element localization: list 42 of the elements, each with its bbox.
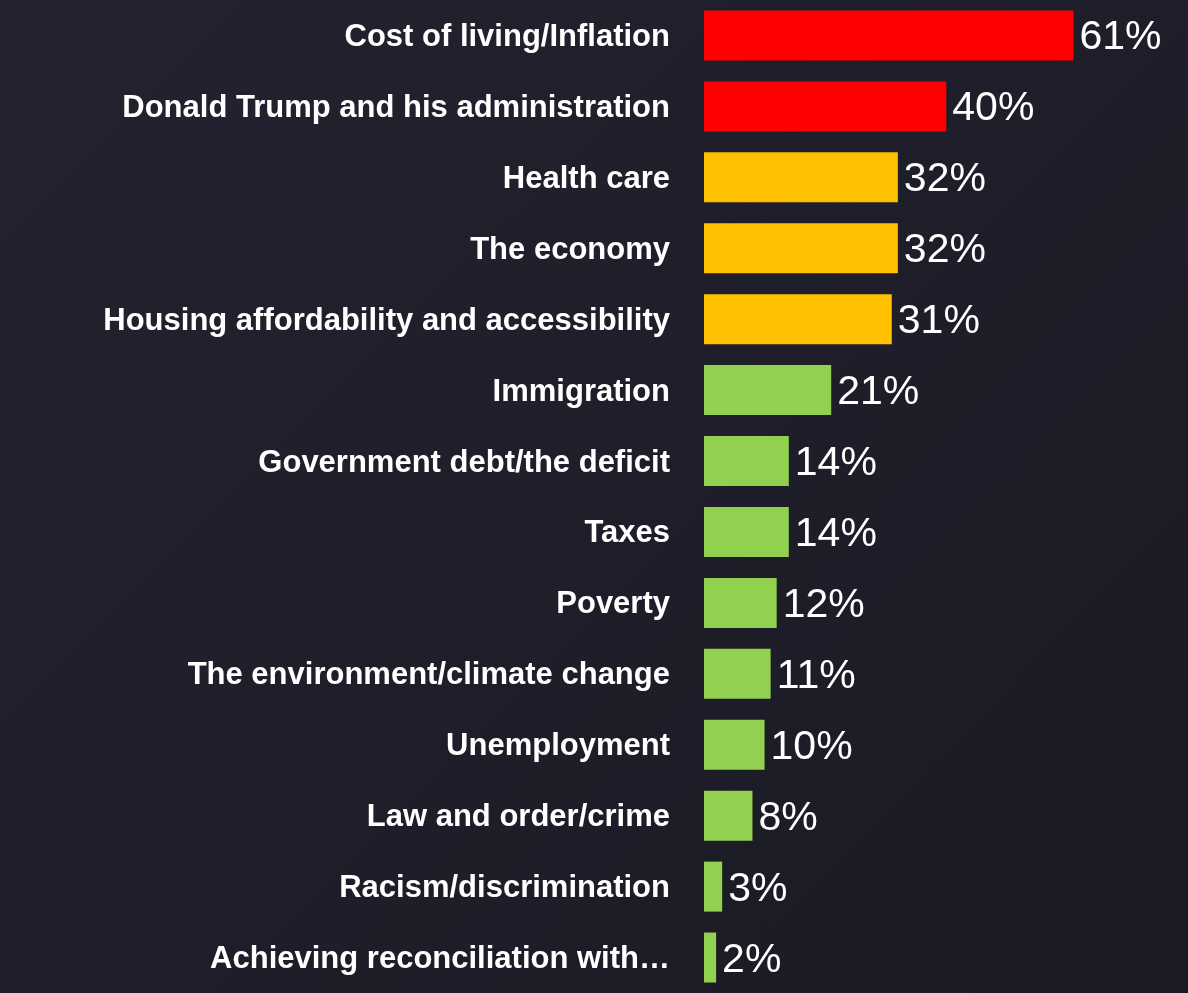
- y-tick-label: Government debt/the deficit: [258, 443, 670, 479]
- bar: [704, 365, 832, 416]
- data-label: 31%: [897, 296, 980, 343]
- y-tick-label: Cost of living/Inflation: [344, 17, 670, 53]
- bar: [704, 294, 892, 345]
- data-label: 40%: [952, 83, 1035, 130]
- bar: [704, 719, 765, 770]
- bar: [704, 577, 777, 628]
- y-tick-label: Health care: [502, 159, 670, 195]
- y-tick-label: Racism/discrimination: [339, 869, 670, 905]
- data-label: 8%: [758, 792, 818, 839]
- y-tick-label: Taxes: [584, 514, 670, 550]
- data-label: 32%: [903, 225, 986, 272]
- bar: [704, 223, 898, 274]
- data-label: 21%: [837, 367, 920, 414]
- y-tick-label: Housing affordability and accessibility: [103, 301, 671, 337]
- data-label: 32%: [903, 154, 986, 201]
- bar: [704, 81, 947, 132]
- y-tick-label: Donald Trump and his administration: [122, 88, 670, 124]
- data-label: 14%: [794, 438, 877, 485]
- bar: [704, 10, 1074, 61]
- y-tick-label: The economy: [470, 230, 671, 266]
- data-label: 12%: [782, 579, 865, 626]
- y-tick-label: The environment/climate change: [187, 656, 670, 692]
- y-tick-label: Immigration: [492, 372, 670, 408]
- y-tick-label: Law and order/crime: [366, 798, 670, 834]
- bar: [704, 152, 898, 203]
- data-label: 10%: [770, 721, 853, 768]
- data-label: 61%: [1079, 12, 1162, 59]
- y-tick-label: Poverty: [556, 585, 671, 621]
- bar: [704, 790, 753, 841]
- data-label: 11%: [776, 650, 856, 697]
- bar: [704, 436, 789, 487]
- bar: [704, 648, 771, 699]
- y-tick-label: Achieving reconciliation with…: [210, 940, 670, 976]
- data-label: 3%: [728, 863, 788, 910]
- bar: [704, 932, 717, 983]
- y-tick-label: Unemployment: [446, 727, 670, 763]
- data-label: 2%: [722, 934, 782, 981]
- bar: [704, 506, 789, 557]
- bar: [704, 861, 723, 912]
- data-label: 14%: [794, 508, 877, 555]
